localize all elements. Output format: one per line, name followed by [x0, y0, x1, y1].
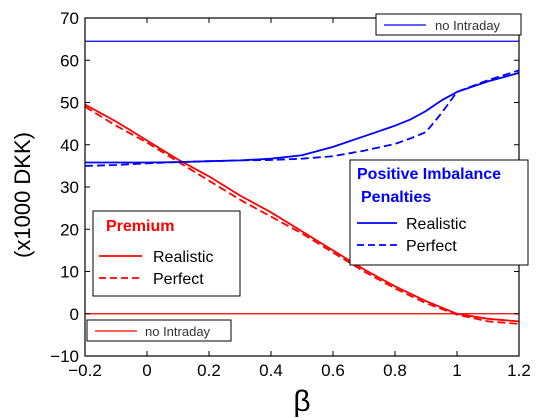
- legend-imbalance-realistic-label: Realistic: [406, 216, 466, 233]
- legend-premium: Premium Realistic Perfect: [92, 210, 241, 297]
- x-tick-label: 0.6: [321, 361, 345, 380]
- legend-imbalance-title-line2: Penalties: [361, 189, 431, 206]
- x-tick-label: 0.4: [259, 361, 283, 380]
- legend-imbalance-title-line1: Positive Imbalance: [357, 166, 501, 183]
- y-tick-label: 20: [60, 220, 79, 239]
- y-tick-label: 40: [60, 136, 79, 155]
- legend-imbalance: Positive Imbalance Penalties Realistic P…: [349, 159, 529, 266]
- x-tick-label: −0.2: [68, 361, 102, 380]
- reference-label-premium-box: [86, 319, 232, 342]
- y-tick-label: −10: [50, 347, 79, 366]
- y-tick-label: 70: [60, 9, 79, 28]
- reference-label-imbalance-text: no Intraday: [435, 18, 501, 33]
- legend-premium-title: Premium: [106, 218, 174, 235]
- legend-premium-realistic-label: Realistic: [153, 249, 213, 266]
- reference-label-premium-text: no Intraday: [145, 324, 211, 339]
- y-tick-label: 10: [60, 263, 79, 282]
- reference-label-imbalance: no Intraday: [375, 13, 522, 36]
- series-layer: [84, 69, 520, 325]
- y-tick-label: 60: [60, 51, 79, 70]
- x-axis-label: β: [293, 385, 310, 418]
- legend-premium-perfect-label: Perfect: [153, 271, 204, 288]
- legend-imbalance-perfect-label: Perfect: [406, 238, 457, 255]
- x-tick-label: 0: [142, 361, 151, 380]
- x-tick-label: 0.2: [197, 361, 221, 380]
- y-axis-label: (x1000 DKK): [10, 132, 35, 258]
- ticks-layer: −0.2 0 0.2 0.4 0.6 0.8 1 1.2 −10 0 10 20 30 40 50 60 70: [50, 9, 531, 380]
- x-tick-label: 1: [452, 361, 461, 380]
- series-line-imbalance-realistic: [85, 72, 520, 164]
- reference-lines-layer: [85, 40, 519, 315]
- y-tick-label: 30: [60, 178, 79, 197]
- legend-premium-box: [92, 210, 241, 297]
- reference-label-imbalance-box: [375, 13, 522, 36]
- series-line-premium-perfect: [84, 105, 520, 325]
- reference-label-premium: no Intraday: [86, 319, 232, 342]
- y-tick-label: 50: [60, 94, 79, 113]
- x-tick-label: 1.2: [507, 361, 531, 380]
- series-line-imbalance-perfect: [84, 69, 520, 167]
- series-line-premium-realistic: [84, 103, 520, 323]
- legend-imbalance-box: [349, 159, 529, 266]
- y-tick-label: 0: [70, 305, 79, 324]
- x-tick-label: 0.8: [383, 361, 407, 380]
